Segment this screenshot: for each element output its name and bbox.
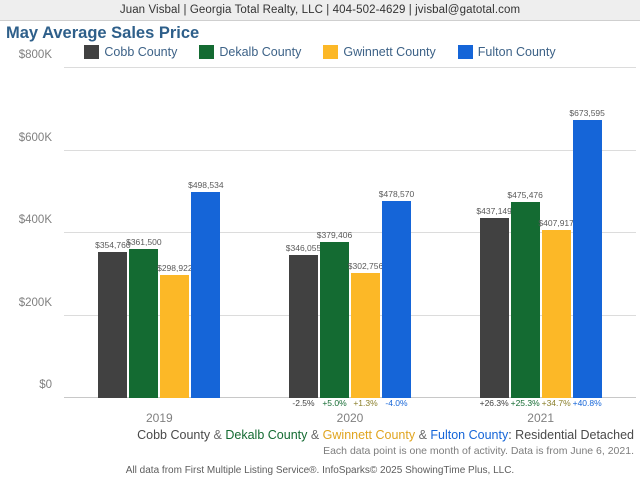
chart-plot-area: $0 $200K $400K $600K $800K $354,760 $361,500 $… (0, 49, 640, 402)
bar-2019-cobb-county[interactable]: $354,760 (95, 240, 131, 398)
legend-label: Fulton County (477, 45, 556, 59)
source-note: All data from First Multiple Listing Ser… (125, 465, 515, 476)
bar-rect[interactable] (479, 217, 509, 398)
bar-rect[interactable] (351, 273, 380, 398)
bar-rect[interactable] (572, 120, 602, 398)
bar-2020-fulton-county[interactable]: $478,570 (379, 189, 414, 398)
gridline (64, 67, 636, 68)
data-note: Each data point is one month of activity… (323, 445, 634, 457)
bar-2021-dekalb-county[interactable]: $475,476 (507, 190, 543, 398)
pct-change-label: +26.3% (479, 398, 509, 408)
bar-value-label: $673,595 (569, 108, 605, 119)
legend-swatch-icon (199, 45, 215, 59)
series-caption-part: Gwinnett County (322, 428, 416, 442)
gridline (64, 149, 636, 151)
y-axis-tick-label: $200K (18, 296, 52, 309)
bar-2021-gwinnett-county[interactable]: $407,917 (538, 218, 574, 398)
pct-change-label: +25.3% (510, 398, 540, 408)
bar-2021-cobb-county[interactable]: $437,149 (476, 206, 512, 398)
bar-rect[interactable] (191, 192, 221, 398)
bar-rect[interactable] (129, 248, 159, 398)
legend-swatch-icon (323, 45, 339, 59)
x-axis-year-label: 2021 (527, 411, 554, 425)
legend-item-cobb-county[interactable]: Cobb County (84, 45, 177, 59)
bar-rect[interactable] (289, 255, 318, 398)
bar-rect[interactable] (541, 229, 571, 398)
series-caption-part: & (307, 428, 323, 442)
bar-value-label: $498,534 (188, 180, 224, 191)
pct-change-label: -4.0% (385, 398, 408, 408)
bar-2020-dekalb-county[interactable]: $379,406 (317, 230, 352, 398)
legend-label: Cobb County (104, 45, 178, 59)
bar-2021-fulton-county[interactable]: $673,595 (569, 108, 605, 398)
y-axis-tick-label: $800K (18, 49, 52, 61)
bar-value-label: $407,917 (538, 217, 574, 228)
bar-rect[interactable] (510, 201, 540, 398)
series-caption-part: & (210, 428, 226, 442)
series-caption-part: : Residential Detached (508, 428, 634, 442)
bar-rect[interactable] (98, 251, 128, 398)
bar-2019-gwinnett-county[interactable]: $298,922 (157, 263, 193, 398)
bar-value-label: $361,500 (126, 236, 162, 247)
gridline (64, 397, 636, 398)
bar-rect[interactable] (320, 241, 349, 398)
x-axis-year-label: 2019 (145, 411, 173, 425)
bar-value-label: $379,406 (316, 229, 353, 240)
legend-item-dekalb-county[interactable]: Dekalb County (199, 45, 301, 59)
series-caption-part: Fulton County (430, 428, 509, 442)
legend-label: Gwinnett County (343, 45, 436, 59)
agent-branding-bar: Juan Visbal | Georgia Total Realty, LLC … (0, 0, 640, 21)
gridline (64, 232, 636, 233)
series-caption-part: Dekalb County (225, 428, 308, 442)
pct-change-label: +1.3% (353, 398, 378, 408)
bar-rect[interactable] (382, 200, 411, 398)
bar-value-label: $475,476 (507, 189, 543, 200)
legend-item-gwinnett-county[interactable]: Gwinnett County (323, 45, 436, 59)
bar-2020-gwinnett-county[interactable]: $302,756 (348, 261, 383, 398)
bar-2019-dekalb-county[interactable]: $361,500 (126, 237, 162, 398)
chart-bars: $354,760 $361,500 $298,922 $498,534 $346,055… (64, 68, 636, 398)
bar-value-label: $346,055 (285, 243, 322, 254)
chart-legend: Cobb County Dekalb County Gwinnett County F… (0, 45, 640, 59)
bar-value-label: $354,760 (95, 239, 131, 250)
bar-value-label: $478,570 (378, 188, 415, 199)
chart-x-axis: 2019 -2.5% +5.0% +1.3% -4.0% 2020 +26.3% +25.3%… (64, 398, 636, 432)
y-axis-tick-label: $600K (18, 131, 52, 144)
series-caption: Cobb County & Dekalb County & Gwinnett C… (0, 428, 640, 442)
chart-title: May Average Sales Price (6, 24, 200, 42)
pct-change-label: +5.0% (322, 398, 347, 408)
bar-2019-fulton-county[interactable]: $498,534 (188, 180, 224, 398)
legend-item-fulton-county[interactable]: Fulton County (457, 45, 556, 59)
series-caption-part: & (415, 428, 431, 442)
legend-label: Dekalb County (219, 45, 302, 59)
bar-value-label: $298,922 (157, 262, 193, 273)
x-axis-year-label: 2020 (336, 411, 364, 425)
series-caption-part: Cobb County (137, 428, 211, 442)
bar-group-2021 (445, 68, 636, 398)
bar-value-label: $437,149 (476, 205, 512, 216)
bar-group-2019 (64, 68, 255, 398)
bar-rect[interactable] (160, 274, 190, 398)
bar-value-label: $302,756 (347, 261, 384, 272)
pct-change-label: +34.7% (541, 398, 571, 408)
bar-2020-cobb-county[interactable]: $346,055 (286, 243, 321, 398)
pct-change-label: -2.5% (292, 398, 315, 408)
gridline (64, 314, 636, 316)
chart-footer: Cobb County & Dekalb County & Gwinnett C… (0, 428, 640, 476)
y-axis-tick-label: $400K (18, 214, 52, 226)
legend-swatch-icon (84, 45, 100, 59)
y-axis-tick-label: $0 (39, 379, 52, 391)
chart-gridlines: $0 $200K $400K $600K $800K (19, 49, 636, 398)
legend-swatch-icon (457, 45, 473, 59)
agent-contact-text: Juan Visbal | Georgia Total Realty, LLC … (119, 4, 521, 16)
pct-change-label: +40.8% (572, 398, 602, 408)
